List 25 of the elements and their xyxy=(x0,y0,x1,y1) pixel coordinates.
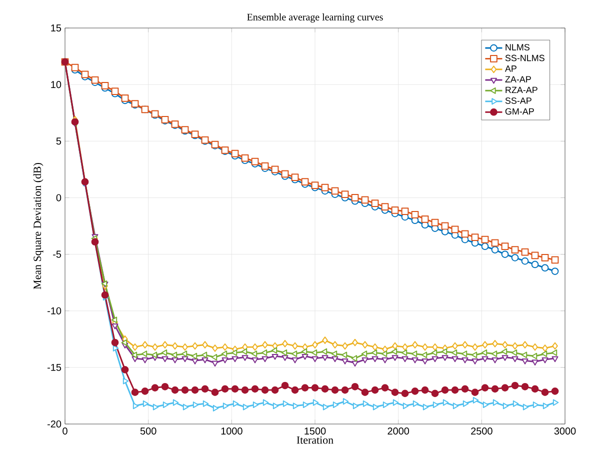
legend-label: SS-NLMS xyxy=(505,54,544,62)
legend-label: ZA-AP xyxy=(505,76,531,82)
legend-label: RZA-AP xyxy=(506,86,538,94)
x-axis-title: Iteration xyxy=(296,436,334,444)
legend-label: SS-AP xyxy=(505,97,532,104)
x-tick-label: 500 xyxy=(140,428,156,435)
legend-label: GM-AP xyxy=(505,108,534,115)
y-axis-title: Mean Square Deviation (dB) xyxy=(33,163,44,290)
x-tick-label: 2000 xyxy=(388,428,410,435)
y-tick-label: -20 xyxy=(48,420,62,428)
y-tick-label: 10 xyxy=(51,81,62,88)
y-tick-label: -15 xyxy=(48,364,62,371)
y-tick-label: 5 xyxy=(56,138,62,145)
y-tick-label: -5 xyxy=(53,250,62,258)
x-tick-label: 1500 xyxy=(304,428,326,435)
chart-title: Ensemble average learning curves xyxy=(247,13,383,23)
legend-label: NLMS xyxy=(506,44,530,50)
legend-label: AP xyxy=(504,66,516,72)
y-tick-label: -10 xyxy=(48,307,62,314)
x-tick-label: 2500 xyxy=(471,428,492,435)
x-tick-label: 0 xyxy=(62,428,68,435)
y-tick-label: 15 xyxy=(51,24,62,32)
y-tick-label: 0 xyxy=(56,194,62,202)
x-tick-label: 1000 xyxy=(221,428,242,435)
x-tick-label: 3000 xyxy=(554,428,576,435)
